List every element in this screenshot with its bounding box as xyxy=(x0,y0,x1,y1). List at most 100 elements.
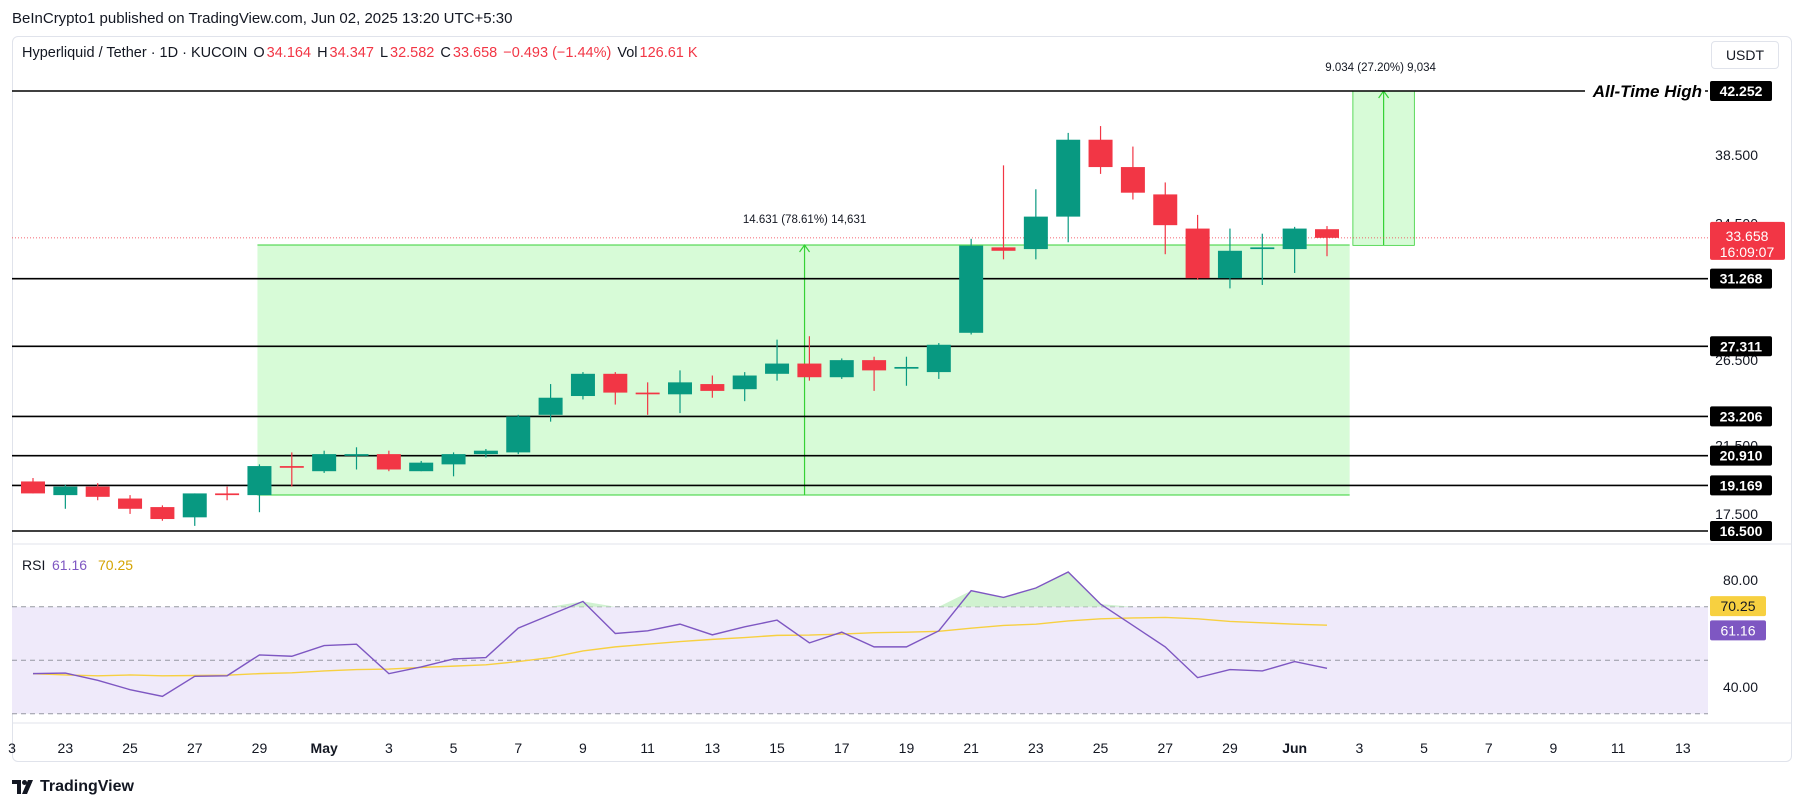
x-tick-label: May xyxy=(311,740,338,756)
candle-body xyxy=(1315,229,1339,238)
candle[interactable] xyxy=(473,448,498,458)
measure-range-1-label: 14.631 (78.61%) 14,631 xyxy=(743,214,866,226)
candle[interactable] xyxy=(959,238,984,335)
candle[interactable] xyxy=(862,356,887,391)
candle[interactable] xyxy=(829,358,854,379)
x-tick-label: 29 xyxy=(1222,740,1238,756)
candle-body xyxy=(118,498,143,509)
candle[interactable] xyxy=(603,372,628,405)
candle[interactable] xyxy=(732,372,757,402)
candle[interactable] xyxy=(85,483,110,501)
x-tick-label: 27 xyxy=(1157,740,1173,756)
candle[interactable] xyxy=(21,478,45,494)
last-price-countdown: 16:09:07 xyxy=(1720,244,1775,260)
candle[interactable] xyxy=(765,339,790,381)
candle[interactable] xyxy=(1023,189,1048,260)
candle[interactable] xyxy=(570,372,595,400)
candle[interactable] xyxy=(538,384,563,422)
x-axis: 3 23 25 27 29 May 3 5 7 9 11 13 15 17 19 21 23 25 27 29 Jun 3… xyxy=(8,722,1792,756)
candle[interactable] xyxy=(926,343,951,379)
rsi-y-tick-label: 40.00 xyxy=(1723,679,1758,695)
measure-range-2-label: 9.034 (27.20%) 9,034 xyxy=(1325,62,1436,74)
ath-annotation-bg xyxy=(1585,80,1705,102)
x-tick-label: 25 xyxy=(122,740,138,756)
rsi-pane: RSI 61.16 70.25 80.00 40.00 70.25 61.16 xyxy=(12,557,1766,715)
candle[interactable] xyxy=(53,484,78,509)
x-tick-label: 11 xyxy=(1611,740,1626,756)
candle-body xyxy=(409,462,434,472)
candle[interactable] xyxy=(118,495,143,514)
candle-body xyxy=(182,493,207,518)
tradingview-brand-label: TradingView xyxy=(40,778,134,795)
candle[interactable] xyxy=(1315,226,1339,257)
volume-label: Vol xyxy=(617,45,638,61)
candle[interactable] xyxy=(441,452,466,477)
candle-body xyxy=(85,486,110,497)
chart-frame xyxy=(12,36,1792,762)
candle-body xyxy=(668,382,692,395)
y-tick-label: 17.500 xyxy=(1715,506,1758,522)
tradingview-logo-icon xyxy=(12,780,33,794)
low-label: L xyxy=(379,45,389,61)
candle[interactable] xyxy=(668,370,692,414)
rsi-tag-label: 61.16 xyxy=(1720,622,1755,638)
high-value: 34.347 xyxy=(329,45,374,61)
candle-body xyxy=(1088,139,1113,168)
symbol-title[interactable]: Hyperliquid / Tether · 1D · KUCOIN xyxy=(22,45,248,61)
candle[interactable] xyxy=(279,452,304,487)
candle[interactable] xyxy=(344,447,369,470)
price-pane: 14.631 (78.61%) 14,631 9.034 (27.20%) 9,0… xyxy=(12,62,1792,545)
candle[interactable] xyxy=(182,493,207,526)
candle[interactable] xyxy=(1153,182,1178,255)
ath-annotation: All-Time High xyxy=(1592,82,1702,101)
x-tick-label: 9 xyxy=(579,740,587,756)
x-tick-label: 27 xyxy=(187,740,203,756)
candle-body xyxy=(765,363,790,374)
level-label: 23.206 xyxy=(1720,408,1763,424)
candle[interactable] xyxy=(409,460,434,472)
currency-button[interactable]: USDT xyxy=(1711,41,1779,69)
last-price-value: 33.658 xyxy=(1726,228,1769,244)
candle[interactable] xyxy=(797,336,822,381)
candle-body xyxy=(1120,167,1145,193)
candle[interactable] xyxy=(894,356,919,386)
candle[interactable] xyxy=(150,505,175,521)
level-label: 19.169 xyxy=(1720,477,1763,493)
x-tick-label: 29 xyxy=(252,740,268,756)
level-label: 42.252 xyxy=(1720,83,1763,99)
x-tick-label: 5 xyxy=(1420,740,1428,756)
candle[interactable] xyxy=(506,414,531,455)
tradingview-brand[interactable]: TradingView xyxy=(12,778,134,796)
measure-range-1-arrowhead xyxy=(799,243,811,253)
candle-body xyxy=(1250,247,1275,250)
candle[interactable] xyxy=(1056,132,1081,243)
candle[interactable] xyxy=(1185,214,1210,280)
candle-body xyxy=(700,384,725,391)
close-label: C xyxy=(440,45,451,61)
candle-body xyxy=(1153,194,1178,226)
candle[interactable] xyxy=(1250,233,1275,285)
candle[interactable] xyxy=(635,382,660,415)
candle-body xyxy=(732,375,757,390)
x-tick-label: 13 xyxy=(1675,740,1691,756)
x-tick-label: 7 xyxy=(1485,740,1493,756)
rsi-y-tick-label: 80.00 xyxy=(1723,572,1758,588)
candle[interactable] xyxy=(700,375,725,398)
candle-body xyxy=(829,360,854,378)
candle[interactable] xyxy=(1282,226,1307,274)
candle[interactable] xyxy=(991,165,1016,260)
candle[interactable] xyxy=(1088,126,1113,174)
x-tick-label: 23 xyxy=(1028,740,1044,756)
candle[interactable] xyxy=(376,450,401,472)
candle[interactable] xyxy=(215,486,240,501)
candle[interactable] xyxy=(247,464,272,513)
candle[interactable] xyxy=(312,450,337,473)
rsi-ma-tag-label: 70.25 xyxy=(1720,598,1755,614)
candle[interactable] xyxy=(1120,146,1145,200)
x-tick-label: 25 xyxy=(1093,740,1109,756)
candle-body xyxy=(1056,139,1081,217)
candle[interactable] xyxy=(1217,228,1242,289)
candle-body xyxy=(926,344,951,373)
x-tick-label: 3 xyxy=(1355,740,1363,756)
